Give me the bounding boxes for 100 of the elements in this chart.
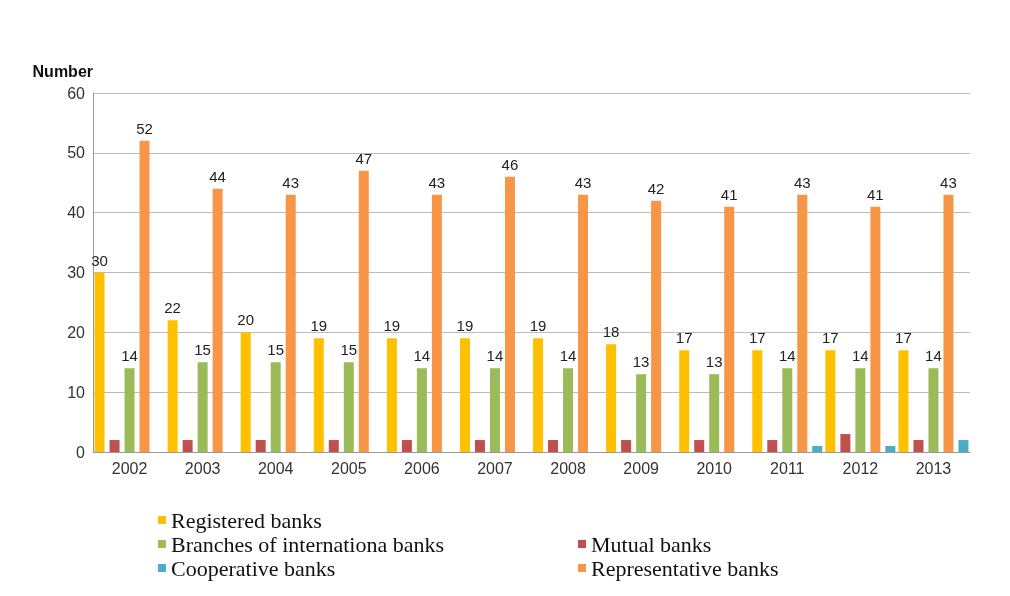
bar: [898, 350, 909, 452]
bar: [724, 206, 735, 452]
x-tick-label: 2012: [842, 459, 879, 477]
bar: [504, 176, 515, 452]
bar: [459, 338, 470, 452]
y-tick-label: 30: [67, 264, 86, 281]
data-label: 14: [778, 347, 796, 365]
bar: [782, 368, 793, 452]
bar: [797, 194, 808, 452]
data-label: 13: [632, 353, 650, 371]
bar: [313, 338, 324, 452]
bar: [255, 440, 266, 452]
bar: [870, 206, 881, 452]
bar: [489, 368, 500, 452]
bar: [386, 338, 397, 452]
x-tick-label: 2013: [915, 459, 952, 477]
bar: [943, 194, 954, 452]
bar: [416, 368, 427, 452]
bar: [885, 446, 896, 452]
legend-label: Representative banks: [591, 555, 779, 581]
y-tick-label: 50: [67, 144, 86, 162]
bar: [958, 440, 969, 452]
bar: [913, 440, 924, 452]
bar: [709, 374, 720, 452]
x-tick-label: 2005: [330, 459, 367, 477]
bar: [606, 344, 617, 452]
y-tick-label: 10: [67, 383, 86, 401]
data-label: 43: [793, 173, 811, 191]
data-label: 14: [486, 347, 504, 365]
bar: [167, 320, 178, 452]
x-tick-label: 2003: [184, 459, 221, 477]
x-tick-label: 2009: [623, 459, 660, 477]
data-label: 43: [282, 173, 300, 191]
legend-label: Registered banks: [171, 507, 322, 533]
data-label: 18: [602, 323, 620, 341]
bar: [240, 332, 251, 452]
bar: [124, 368, 135, 452]
data-label: 17: [895, 329, 912, 347]
bar: [139, 140, 150, 452]
bar: [343, 362, 354, 452]
data-label: 14: [413, 347, 431, 365]
data-label: 47: [355, 149, 373, 167]
bar: [752, 350, 763, 452]
data-label: 17: [675, 329, 693, 347]
data-label: 14: [121, 347, 138, 365]
data-label: 22: [164, 299, 181, 317]
bar: [197, 362, 208, 452]
bar: [578, 194, 589, 452]
bar: [812, 446, 823, 452]
bar: [840, 434, 851, 452]
data-label: 46: [501, 155, 519, 173]
x-tick-label: 2011: [770, 459, 805, 477]
bar: [563, 368, 574, 452]
bar: [767, 440, 778, 452]
data-label: 43: [428, 173, 446, 191]
bar: [182, 440, 193, 452]
bar: [621, 440, 632, 452]
bar: [855, 368, 866, 452]
bar: [401, 440, 412, 452]
data-label: 52: [136, 119, 153, 137]
data-label: 13: [705, 353, 723, 371]
bar: [474, 440, 485, 452]
data-label: 43: [574, 173, 592, 191]
bar: [548, 440, 559, 452]
y-tick-label: 60: [67, 84, 86, 102]
x-tick-label: 2004: [257, 459, 294, 477]
bar: [636, 374, 647, 452]
bar: [533, 338, 544, 452]
data-label: 17: [822, 329, 839, 347]
data-label: 14: [559, 347, 577, 365]
bar: [928, 368, 939, 452]
legend-label: Cooperative banks: [171, 555, 336, 581]
data-label: 19: [310, 317, 328, 335]
x-tick-label: 2008: [550, 459, 586, 477]
data-label: 15: [267, 341, 285, 359]
data-label: 15: [340, 341, 358, 359]
y-axis-title: Number: [32, 62, 93, 80]
data-label: 19: [383, 317, 401, 335]
bar: [825, 350, 836, 452]
y-tick-label: 0: [76, 443, 86, 461]
bar: [109, 440, 120, 452]
data-label: 30: [91, 251, 108, 269]
y-tick-label: 40: [67, 204, 86, 222]
bar: [431, 194, 442, 452]
data-label: 41: [867, 185, 884, 203]
bar: [285, 194, 296, 452]
y-tick-label: 20: [67, 323, 86, 341]
x-tick-label: 2007: [477, 459, 513, 477]
data-label: 20: [237, 311, 255, 329]
bar: [270, 362, 281, 452]
x-tick-label: 2006: [404, 459, 440, 477]
bar: [651, 200, 662, 452]
x-tick-label: 2002: [111, 459, 148, 477]
data-label: 44: [209, 167, 226, 185]
bar: [694, 440, 705, 452]
x-tick-label: 2010: [696, 459, 733, 477]
data-label: 14: [925, 347, 942, 365]
data-label: 42: [647, 179, 665, 197]
data-label: 19: [456, 317, 474, 335]
bar: [328, 440, 339, 452]
